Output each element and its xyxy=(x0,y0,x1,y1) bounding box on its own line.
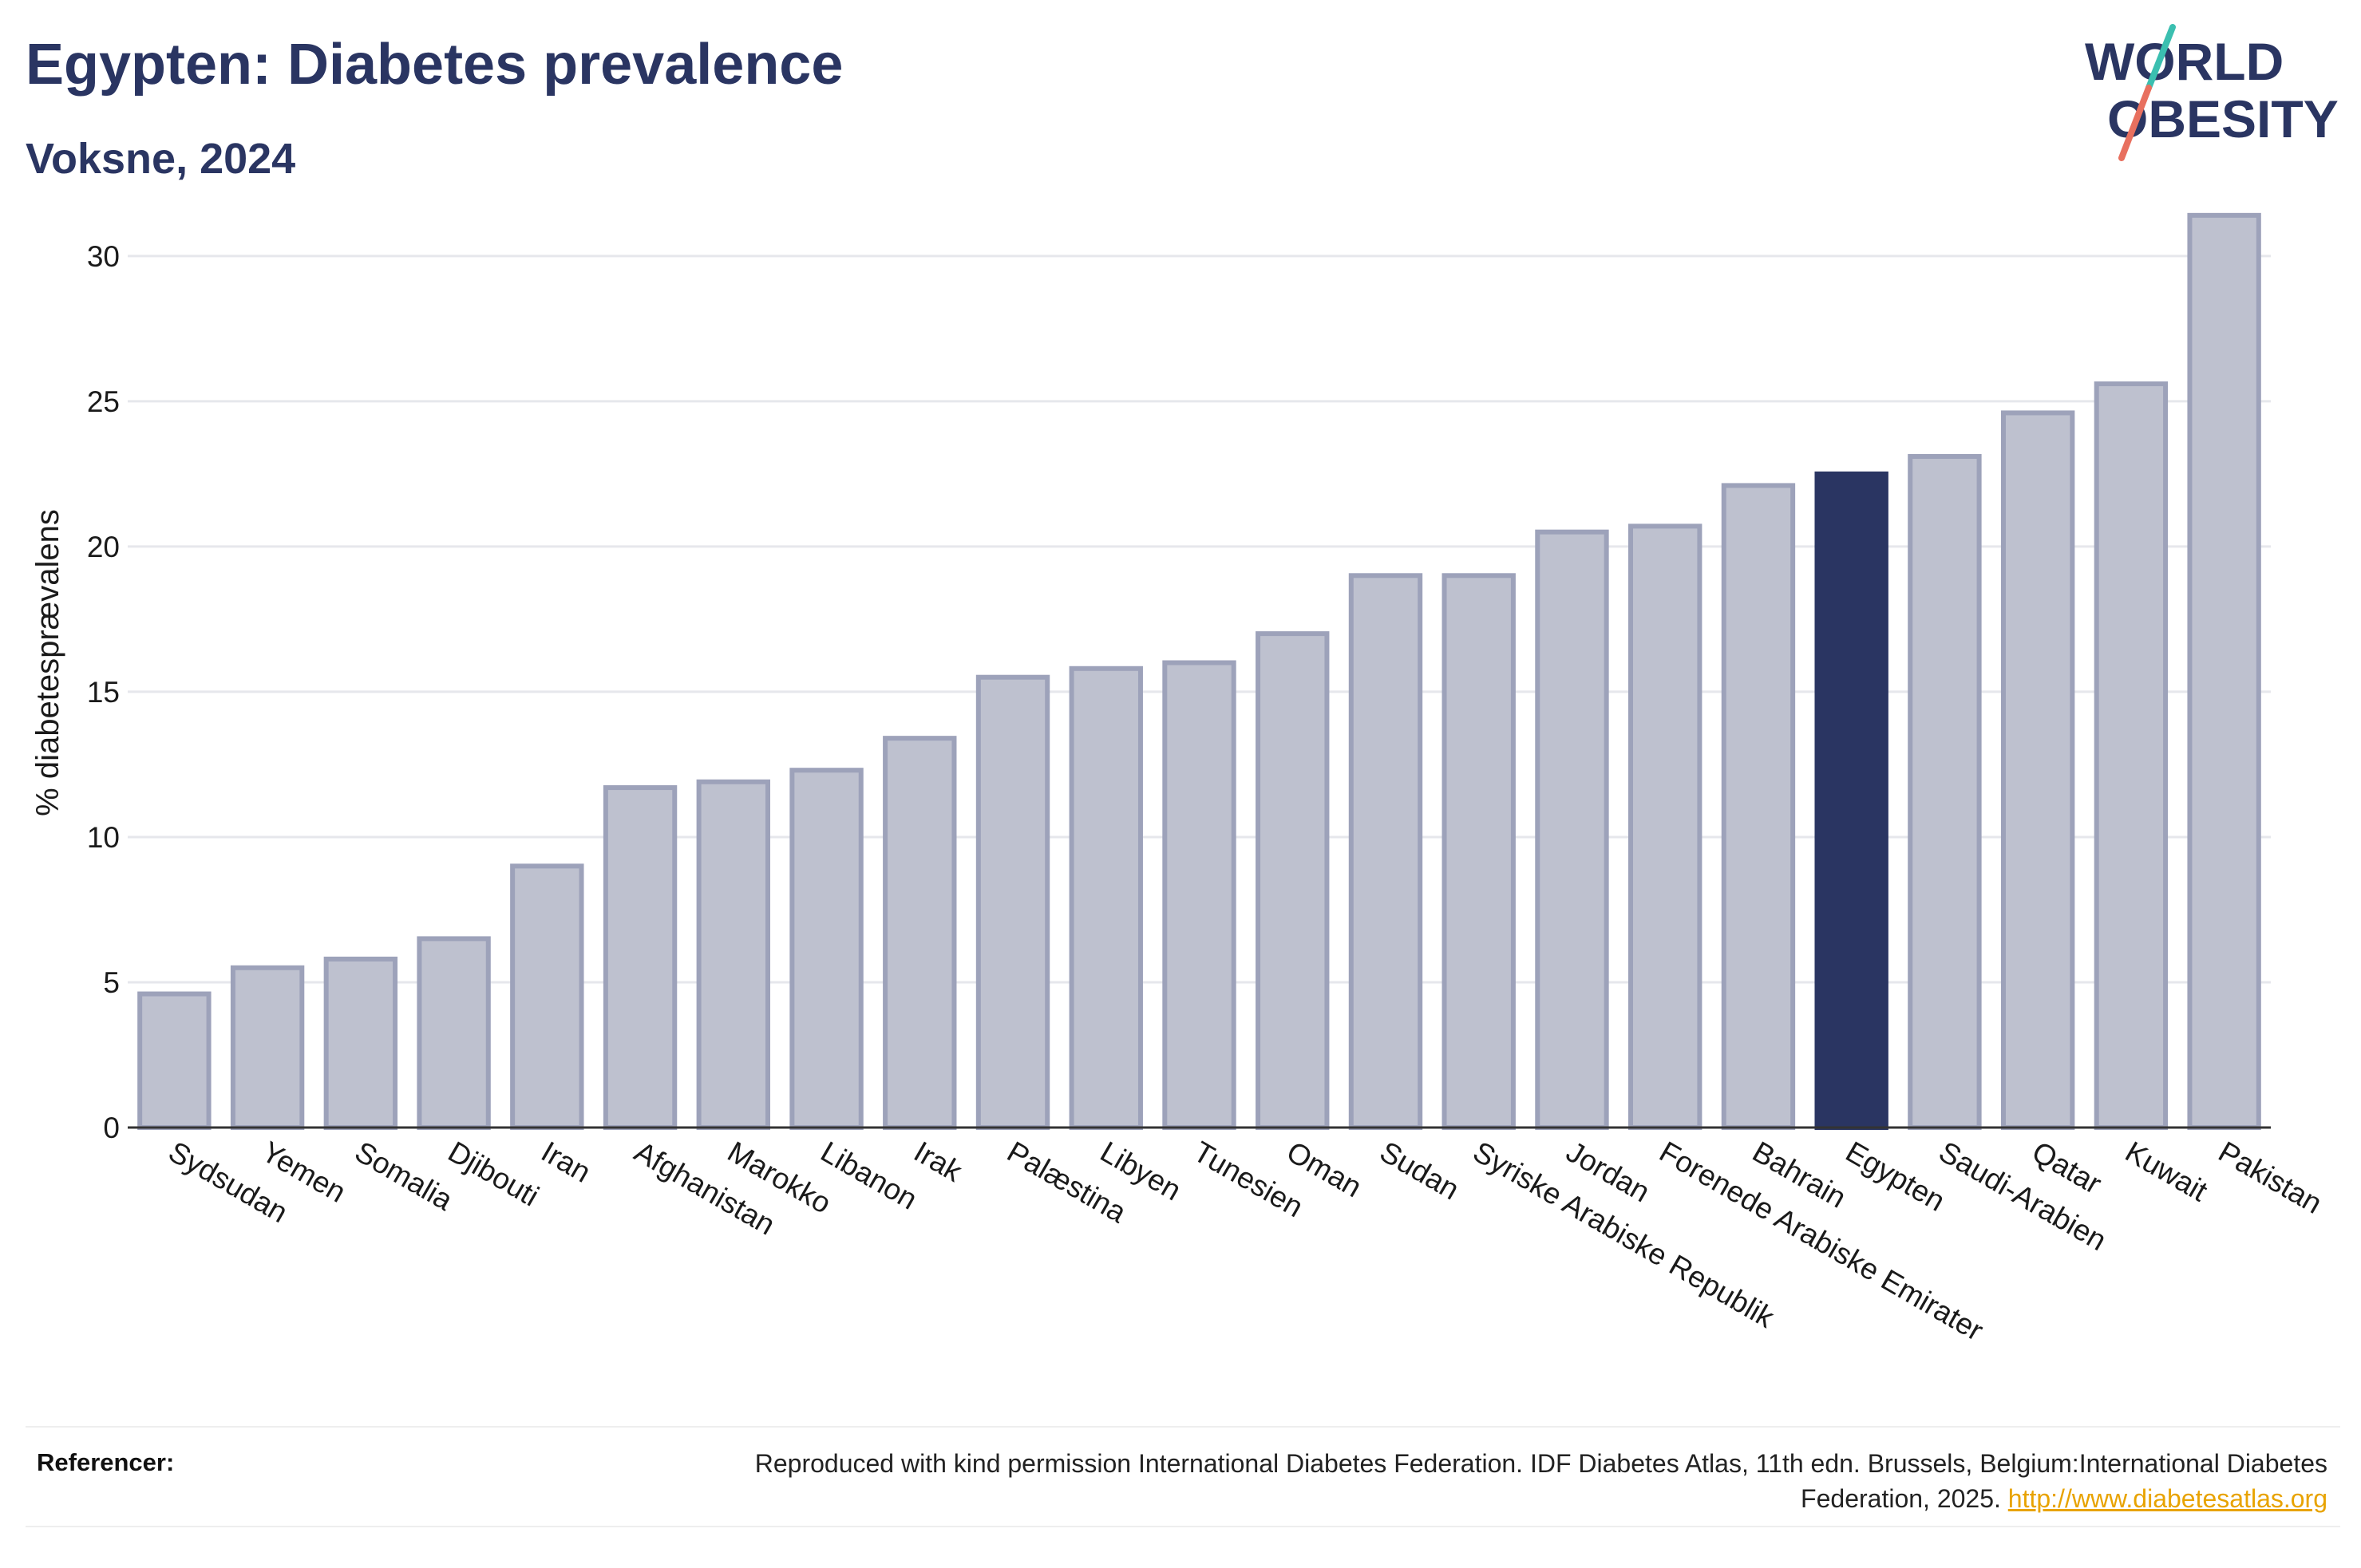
bar-palæstina xyxy=(975,674,1050,1130)
y-tick-label-10: 10 xyxy=(87,821,120,854)
bar-somalia xyxy=(323,956,398,1130)
bar-libyen xyxy=(1069,666,1143,1130)
bar-sudan xyxy=(1348,573,1423,1130)
bar-oman xyxy=(1256,631,1330,1130)
bar-marokko xyxy=(696,779,770,1130)
y-tick-label-20: 20 xyxy=(87,531,120,563)
logo-slash-bottom xyxy=(2118,85,2152,161)
bar-jordan xyxy=(1535,529,1609,1130)
bar-forenede-arabiske-emirater xyxy=(1628,523,1703,1130)
bar-djibouti xyxy=(417,936,491,1130)
bar-syriske-arabiske-republik xyxy=(1442,573,1516,1130)
bar-bahrain xyxy=(1721,483,1796,1130)
logo-slash-top xyxy=(2145,24,2176,91)
reference-link[interactable]: http://www.diabetesatlas.org xyxy=(2007,1484,2327,1513)
footer-divider-bottom xyxy=(26,1526,2340,1527)
bar-pakistan xyxy=(2187,212,2261,1130)
y-tick-label-30: 30 xyxy=(87,240,120,273)
bar-irak xyxy=(883,736,957,1130)
x-tick-label-kuwait: Kuwait xyxy=(2120,1135,2213,1207)
x-tick-label-somalia: Somalia xyxy=(350,1135,459,1217)
page-subtitle: Voksne, 2024 xyxy=(26,135,296,183)
bar-egypten xyxy=(1814,471,1888,1130)
x-tick-label-djibouti: Djibouti xyxy=(443,1135,544,1212)
y-tick-label-25: 25 xyxy=(87,385,120,418)
bar-iran xyxy=(510,863,584,1130)
y-tick-label-0: 0 xyxy=(103,1112,120,1144)
x-tick-label-egypten: Egypten xyxy=(1841,1135,1951,1217)
x-tick-label-irak: Irak xyxy=(908,1135,967,1188)
bar-chart: 051015202530SydsudanYemenSomaliaDjibouti… xyxy=(30,212,2327,1347)
y-tick-label-5: 5 xyxy=(103,966,120,999)
world-obesity-logo: WORLD OBESITY xyxy=(2085,24,2339,161)
x-tick-label-libanon: Libanon xyxy=(816,1135,923,1215)
logo-word-world: WORLD xyxy=(2085,32,2284,91)
y-axis-label: % diabetesprævalens xyxy=(30,509,65,816)
x-tick-label-pakistan: Pakistan xyxy=(2213,1135,2327,1219)
references-label: Referencer: xyxy=(37,1448,175,1476)
x-tick-label-forenede-arabiske-emirater: Forenede Arabiske Emirater xyxy=(1654,1135,1988,1347)
bar-sydsudan xyxy=(137,991,212,1130)
bar-kuwait xyxy=(2094,381,2169,1130)
bar-yemen xyxy=(230,965,305,1130)
reference-citation: Reproduced with kind permission Internat… xyxy=(754,1449,2327,1513)
y-tick-label-15: 15 xyxy=(87,676,120,709)
x-tick-label-sudan: Sudan xyxy=(1374,1135,1465,1206)
footer-divider-top xyxy=(26,1426,2340,1428)
bar-tunesien xyxy=(1162,660,1236,1130)
references-text: Reproduced with kind permission Internat… xyxy=(651,1446,2327,1516)
page-title: Egypten: Diabetes prevalence xyxy=(26,33,844,97)
bar-qatar xyxy=(2000,410,2075,1130)
bar-saudi-arabien xyxy=(1908,454,1982,1130)
bar-afghanistan xyxy=(603,785,678,1130)
x-tick-label-iran: Iran xyxy=(536,1135,596,1188)
bar-libanon xyxy=(789,768,864,1130)
